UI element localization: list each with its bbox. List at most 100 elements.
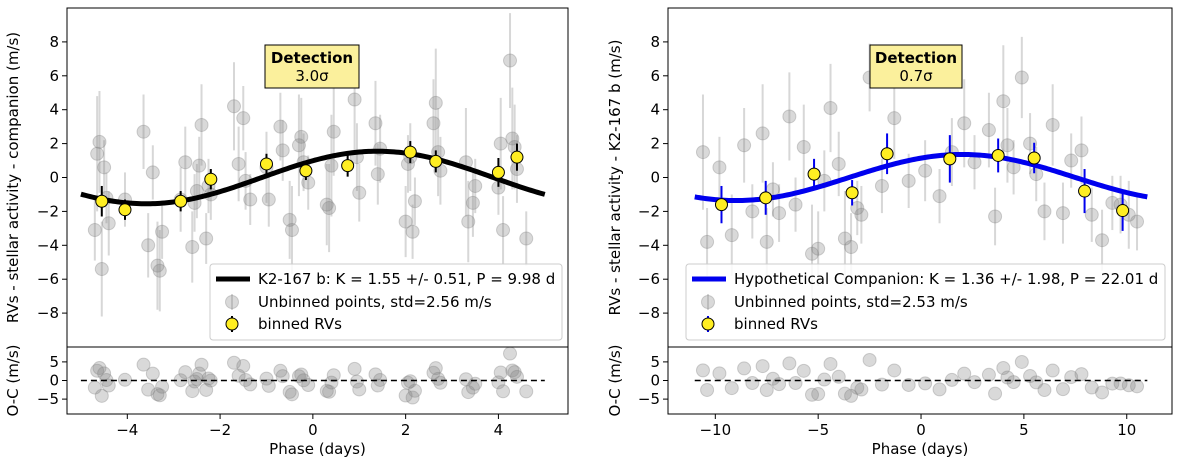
unbinned-point — [194, 117, 209, 132]
detection-box — [869, 44, 963, 89]
unbinned-point — [192, 158, 207, 173]
residual-point — [509, 369, 524, 384]
residual-point — [823, 356, 838, 371]
residual-y-tick-label: 0 — [49, 372, 59, 390]
x-tick-label: −2 — [209, 421, 231, 439]
binned-point — [759, 191, 773, 205]
residual-point — [831, 369, 846, 384]
binned-point — [807, 167, 821, 181]
binned-point — [403, 145, 417, 159]
residual-point — [957, 366, 972, 381]
residual-point — [284, 387, 299, 402]
x-axis-label: Phase (days) — [269, 440, 366, 458]
residual-point — [844, 388, 859, 403]
x-tick-label: 0 — [308, 421, 318, 439]
residual-point — [192, 366, 207, 381]
binned-point — [95, 194, 109, 208]
residual-point — [322, 384, 337, 399]
y-tick-label: −8 — [37, 304, 59, 322]
unbinned-point — [150, 258, 165, 273]
unbinned-point — [236, 111, 251, 126]
unbinned-point — [831, 156, 846, 171]
main-plot — [80, 13, 546, 317]
residual-y-tick-label: 5 — [49, 353, 59, 371]
residual-point — [496, 384, 511, 399]
residual-point — [94, 388, 109, 403]
residual-point — [319, 383, 334, 398]
binned-point — [491, 165, 505, 179]
unbinned-point — [405, 224, 420, 239]
residual-point — [201, 371, 216, 386]
unbinned-point — [145, 165, 160, 180]
detection-title: Detection — [875, 49, 957, 67]
residual-point — [932, 382, 947, 397]
residual-point — [185, 384, 200, 399]
residual-point — [352, 382, 367, 397]
unbinned-point — [284, 223, 299, 238]
residual-point — [493, 365, 508, 380]
legend-entry: binned RVs — [258, 315, 342, 333]
unbinned-point — [465, 195, 480, 210]
unbinned-point — [301, 175, 316, 190]
residual-point — [273, 363, 288, 378]
unbinned-point — [101, 216, 116, 231]
residual-point — [519, 384, 534, 399]
residual-y-tick-label: −5 — [638, 390, 660, 408]
unbinned-point — [326, 124, 341, 139]
residual-point — [431, 371, 446, 386]
legend-unbinned-swatch — [701, 295, 715, 309]
unbinned-point — [700, 234, 715, 249]
unbinned-point — [712, 160, 727, 175]
unbinned-point — [493, 136, 508, 151]
unbinned-point — [1095, 233, 1110, 248]
unbinned-point — [823, 101, 838, 116]
y-axis-label: RVs - stellar activity - companion (m/s) — [4, 32, 22, 323]
unbinned-point — [1130, 214, 1145, 229]
detection-title: Detection — [271, 49, 353, 67]
residual-point — [458, 372, 473, 387]
unbinned-point — [957, 116, 972, 131]
unbinned-point — [1014, 70, 1029, 85]
unbinned-point — [319, 197, 334, 212]
residual-point — [189, 372, 204, 387]
unbinned-point — [755, 126, 770, 141]
unbinned-point — [352, 185, 367, 200]
unbinned-point — [724, 228, 739, 243]
residual-point — [1055, 382, 1070, 397]
unbinned-point — [322, 201, 337, 216]
residual-y-tick-label: 0 — [650, 372, 660, 390]
residual-point — [700, 382, 715, 397]
unbinned-point — [273, 119, 288, 134]
residual-point — [227, 355, 241, 370]
unbinned-point — [844, 239, 859, 254]
residual-plot — [80, 347, 545, 405]
unbinned-point — [426, 116, 441, 131]
residual-y-tick-label: 5 — [650, 353, 660, 371]
binned-point — [1027, 151, 1041, 165]
unbinned-point — [996, 94, 1011, 109]
y-axis-label: RVs - stellar activity - K2-167 b (m/s) — [606, 40, 624, 316]
y-tick-label: 4 — [49, 101, 59, 119]
y-tick-label: −2 — [37, 202, 59, 220]
residual-point — [261, 378, 276, 393]
binned-point — [429, 154, 443, 168]
y-tick-label: −4 — [37, 236, 59, 254]
residual-point — [199, 382, 214, 397]
unbinned-point — [275, 143, 290, 158]
legend-entry: Unbinned points, std=2.53 m/s — [734, 293, 968, 311]
residual-point — [1084, 380, 1099, 395]
residual-point — [491, 375, 506, 390]
unbinned-point — [368, 116, 383, 131]
legend-binned-swatch — [225, 317, 239, 331]
unbinned-point — [407, 194, 422, 209]
residual-point — [505, 363, 520, 378]
unbinned-point — [1029, 167, 1044, 182]
residual-point — [347, 361, 362, 376]
residual-point — [398, 388, 413, 403]
unbinned-point — [850, 201, 865, 216]
unbinned-point — [1064, 153, 1079, 168]
unbinned-point — [519, 231, 534, 246]
residual-point — [967, 375, 982, 390]
